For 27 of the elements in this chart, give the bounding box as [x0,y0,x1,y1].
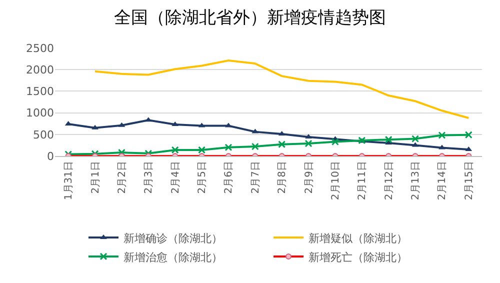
x-tick-label: 2月6日 [224,161,235,194]
x-tick-label: 2月2日 [116,161,128,194]
legend-label: 新增治愈（除湖北） [124,250,222,264]
x-tick-label: 2月8日 [277,161,288,194]
chart-title: 全国（除湖北省外）新增疫情趋势图 [114,8,386,28]
x-tick-label: 2月7日 [250,161,262,194]
legend-label: 新增死亡（除湖北） [308,250,408,264]
legend-label: 新增疑似（除湖北） [308,232,408,245]
y-tick-label: 2000 [26,63,54,76]
y-tick-label: 500 [33,128,54,142]
x-tick-label: 2月11日 [357,161,368,200]
y-tick-label: 1000 [26,106,54,120]
legend-label: 新增确诊（除湖北） [124,232,222,245]
x-tick-label: 1月31日 [64,161,75,200]
x-tick-label: 2月3日 [144,161,155,194]
x-tick-label: 2月9日 [304,161,315,194]
x-tick-label: 2月10日 [330,161,342,200]
x-tick-label: 2月15日 [464,161,475,200]
x-tick-label: 2月12日 [384,161,395,200]
x-tick-label: 2月4日 [170,161,182,194]
y-tick-label: 0 [47,150,54,163]
y-tick-label: 2500 [26,42,54,55]
x-tick-label: 2月14日 [437,161,448,200]
x-tick-label: 2月13日 [410,161,422,200]
y-tick-label: 1500 [26,85,54,98]
x-tick-label: 2月5日 [197,161,208,194]
x-tick-label: 2月1日 [90,161,102,194]
